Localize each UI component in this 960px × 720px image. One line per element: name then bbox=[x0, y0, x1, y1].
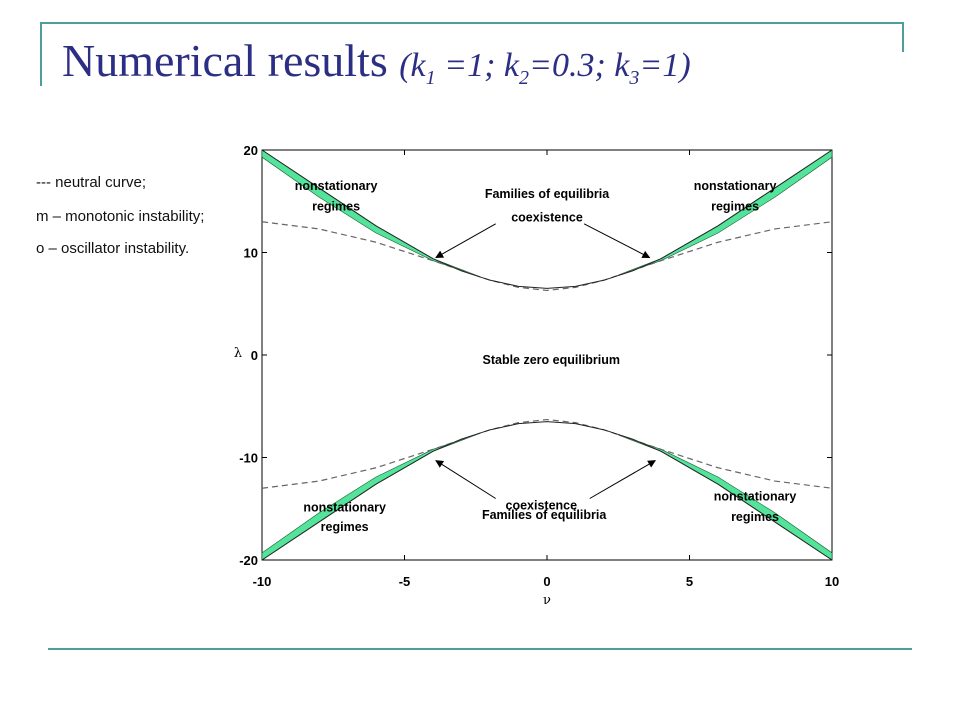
title-parameters: (k1 =1; k2=0.3; k3=1) bbox=[399, 47, 691, 89]
annotation-arrow bbox=[583, 223, 651, 259]
chart-annotation: coexistence bbox=[511, 211, 583, 225]
bottom-accent-line bbox=[48, 648, 912, 650]
y-axis-label: λ bbox=[234, 346, 242, 361]
x-tick-label: 0 bbox=[543, 574, 550, 589]
chart-annotation: regimes bbox=[731, 510, 779, 524]
title-main: Numerical results bbox=[62, 35, 388, 86]
chart-annotation: Stable zero equilibrium bbox=[483, 353, 621, 367]
chart-annotation: Families of equilibria bbox=[482, 508, 607, 522]
x-axis-label: ν bbox=[543, 593, 551, 608]
chart-annotation: regimes bbox=[321, 520, 369, 534]
left-accent-line bbox=[40, 22, 42, 86]
chart-annotation: nonstationary bbox=[303, 501, 386, 515]
x-tick-label: -10 bbox=[253, 574, 272, 589]
top-accent-line bbox=[40, 22, 904, 24]
chart-annotation: regimes bbox=[711, 199, 759, 213]
chart-annotation: nonstationary bbox=[295, 179, 378, 193]
chart-annotation: Families of equilibria bbox=[485, 187, 610, 201]
y-tick-label: -20 bbox=[239, 553, 258, 568]
x-tick-label: -5 bbox=[399, 574, 411, 589]
chart-annotation: regimes bbox=[312, 199, 360, 213]
y-tick-label: -10 bbox=[239, 451, 258, 466]
chart-annotation: nonstationary bbox=[694, 179, 777, 193]
neutral-curve-series bbox=[261, 418, 833, 489]
equilibrium-boundary-series bbox=[261, 149, 833, 289]
chart-annotation: coexistence bbox=[506, 499, 578, 513]
annotation-arrow bbox=[435, 460, 496, 499]
legend-monotonic: m – monotonic instability; bbox=[36, 208, 205, 225]
legend-neutral-curve: --- neutral curve; bbox=[36, 174, 147, 191]
equilibrium-boundary-series bbox=[261, 421, 833, 561]
legend-oscillator: o – oscillator instability. bbox=[36, 240, 190, 257]
neutral-curve-series bbox=[261, 221, 833, 292]
annotation-arrow bbox=[589, 460, 656, 499]
x-tick-label: 5 bbox=[686, 574, 693, 589]
right-accent-line bbox=[902, 22, 904, 52]
chart-annotation: nonstationary bbox=[714, 489, 797, 503]
y-tick-label: 0 bbox=[251, 348, 258, 363]
x-tick-label: 10 bbox=[825, 574, 839, 589]
y-tick-label: 10 bbox=[244, 246, 258, 261]
annotation-arrow bbox=[435, 223, 496, 259]
y-tick-label: 20 bbox=[244, 143, 258, 158]
slide-title: Numerical results (k1 =1; k2=0.3; k3=1) bbox=[62, 34, 691, 90]
